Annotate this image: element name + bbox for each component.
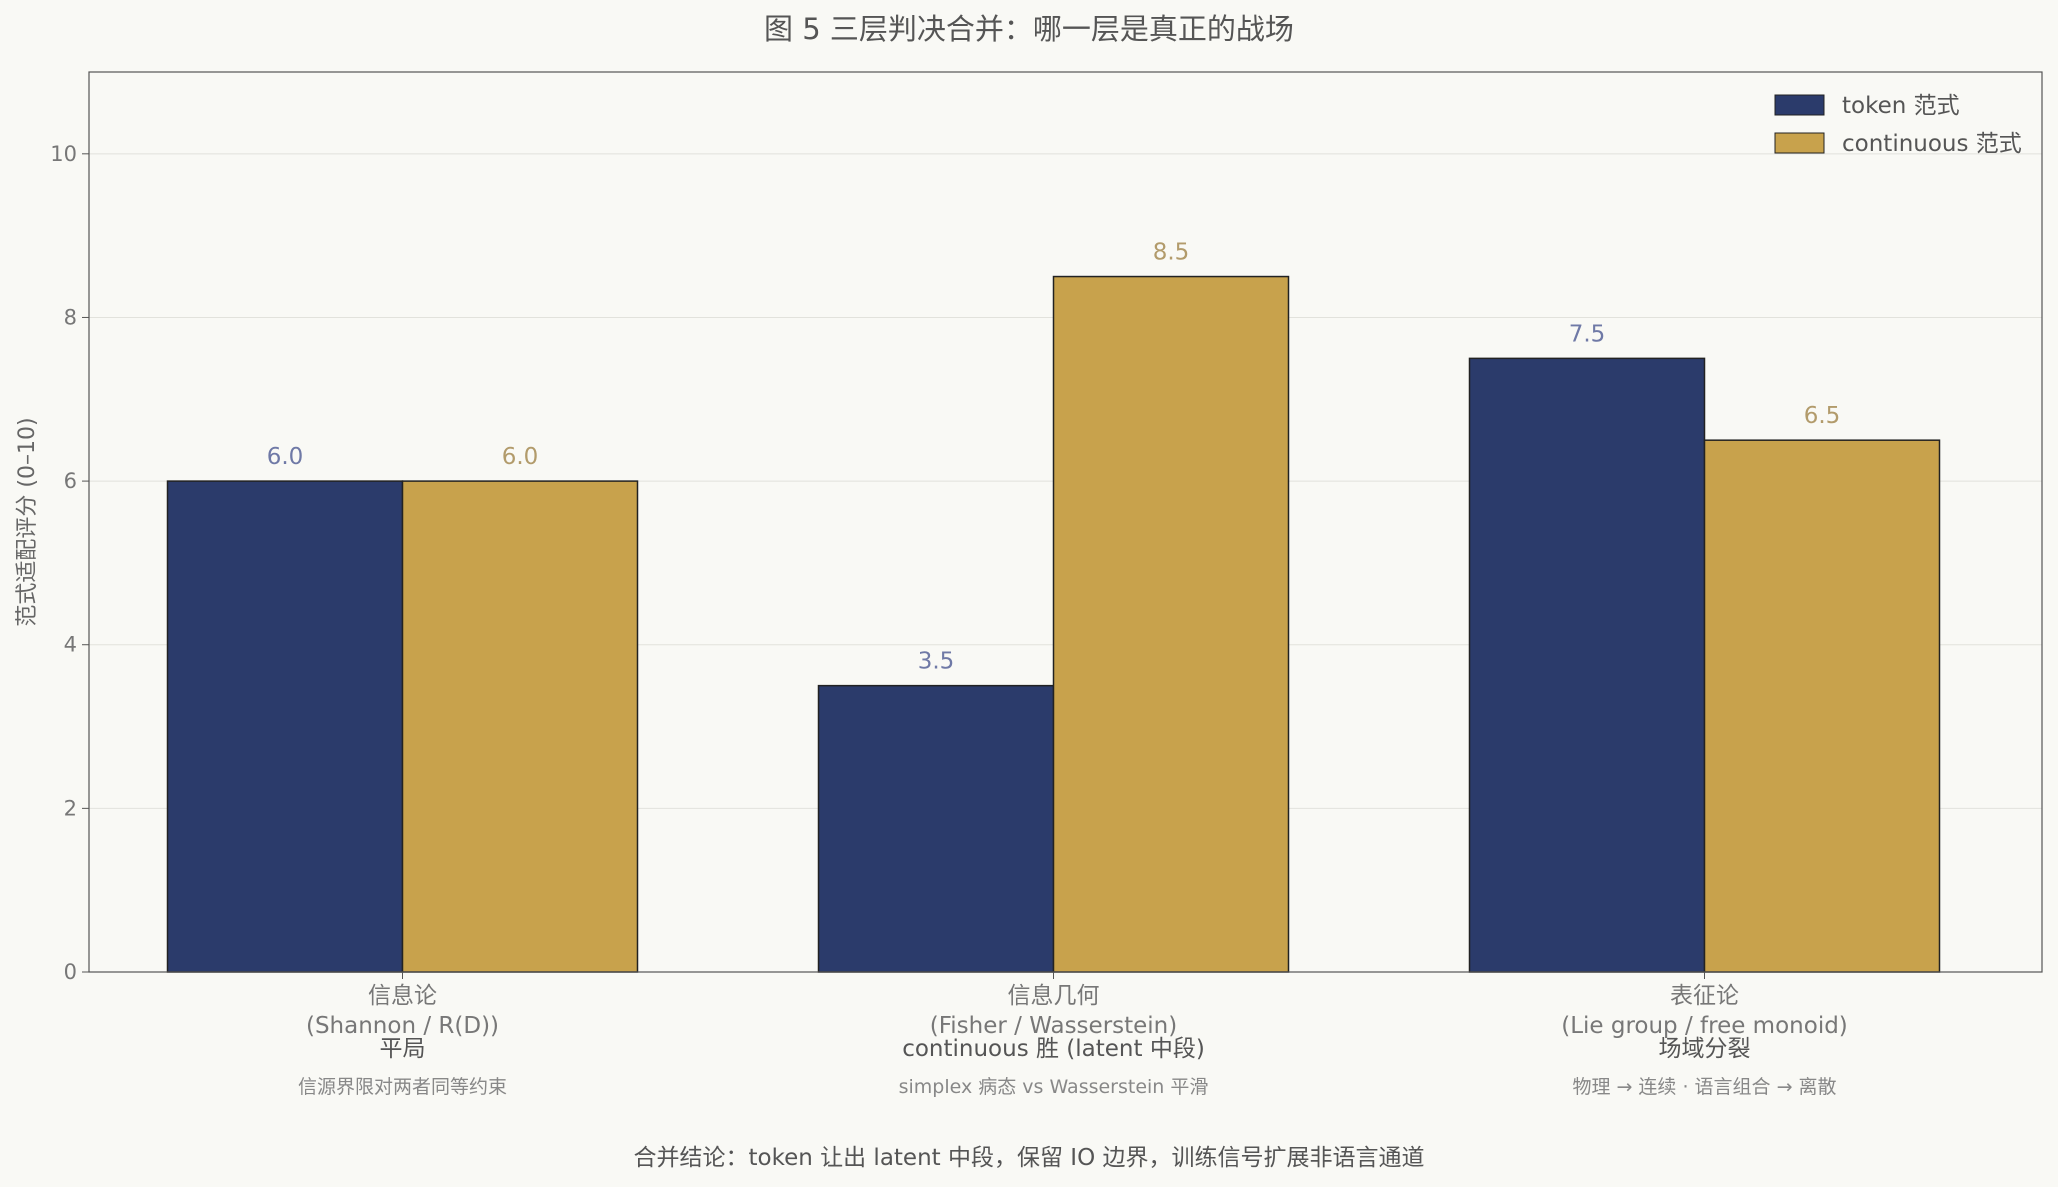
legend-label-token: token 范式 [1842, 93, 1960, 119]
x-category-sub: (Lie group / free monoid) [1561, 1013, 1848, 1039]
y-tick-label: 4 [64, 633, 77, 657]
x-category-sub: (Fisher / Wasserstein) [930, 1013, 1178, 1039]
legend-swatch-continuous [1774, 132, 1825, 154]
bar-continuous-2 [1703, 439, 1941, 973]
y-tick-label: 8 [64, 305, 77, 329]
value-label: 6.0 [267, 444, 304, 470]
x-category-name: 信息几何 [1008, 983, 1100, 1009]
footer-conclusion: 合并结论：token 让出 latent 中段，保留 IO 边界，训练信号扩展非… [633, 1145, 1424, 1171]
x-category-sub: (Shannon / R(D)) [306, 1013, 499, 1039]
value-label: 3.5 [918, 649, 955, 675]
bar-token-0 [166, 480, 404, 973]
bar-token-2 [1468, 357, 1706, 973]
value-label: 8.5 [1153, 240, 1190, 266]
bars [166, 275, 1941, 973]
y-tick-label: 10 [50, 142, 77, 166]
bar-continuous-0 [401, 480, 639, 973]
x-category-name: 信息论 [368, 983, 437, 1009]
legend: token 范式 continuous 范式 [1774, 93, 2022, 157]
value-label: 6.5 [1804, 403, 1841, 429]
y-axis-ticks: 0 2 4 6 8 10 [50, 142, 89, 984]
x-category-verdict: continuous 胜 (latent 中段) [902, 1036, 1205, 1062]
x-category-name: 表征论 [1670, 983, 1739, 1009]
x-category-note: 信源界限对两者同等约束 [298, 1076, 507, 1098]
x-category-note: 物理 → 连续 · 语言组合 → 离散 [1572, 1076, 1836, 1098]
x-category-verdict: 平局 [380, 1036, 426, 1062]
bar-token-1 [817, 684, 1055, 973]
value-labels: 6.0 6.0 3.5 8.5 7.5 6.5 [267, 240, 1841, 675]
bar-continuous-1 [1052, 275, 1290, 973]
x-category-note: simplex 病态 vs Wasserstein 平滑 [899, 1076, 1209, 1098]
chart-title: 图 5 三层判决合并：哪一层是真正的战场 [764, 12, 1294, 46]
value-label: 7.5 [1569, 321, 1606, 347]
x-category-verdict: 场域分裂 [1659, 1036, 1751, 1062]
plot-frame [88, 71, 2043, 973]
legend-swatch-token [1774, 94, 1825, 116]
y-tick-label: 2 [64, 796, 77, 820]
y-tick-label: 6 [64, 469, 77, 493]
y-tick-label: 0 [64, 960, 77, 984]
legend-label-continuous: continuous 范式 [1842, 131, 2022, 157]
value-label: 6.0 [502, 444, 539, 470]
y-axis-label: 范式适配评分 (0–10) [15, 417, 40, 626]
